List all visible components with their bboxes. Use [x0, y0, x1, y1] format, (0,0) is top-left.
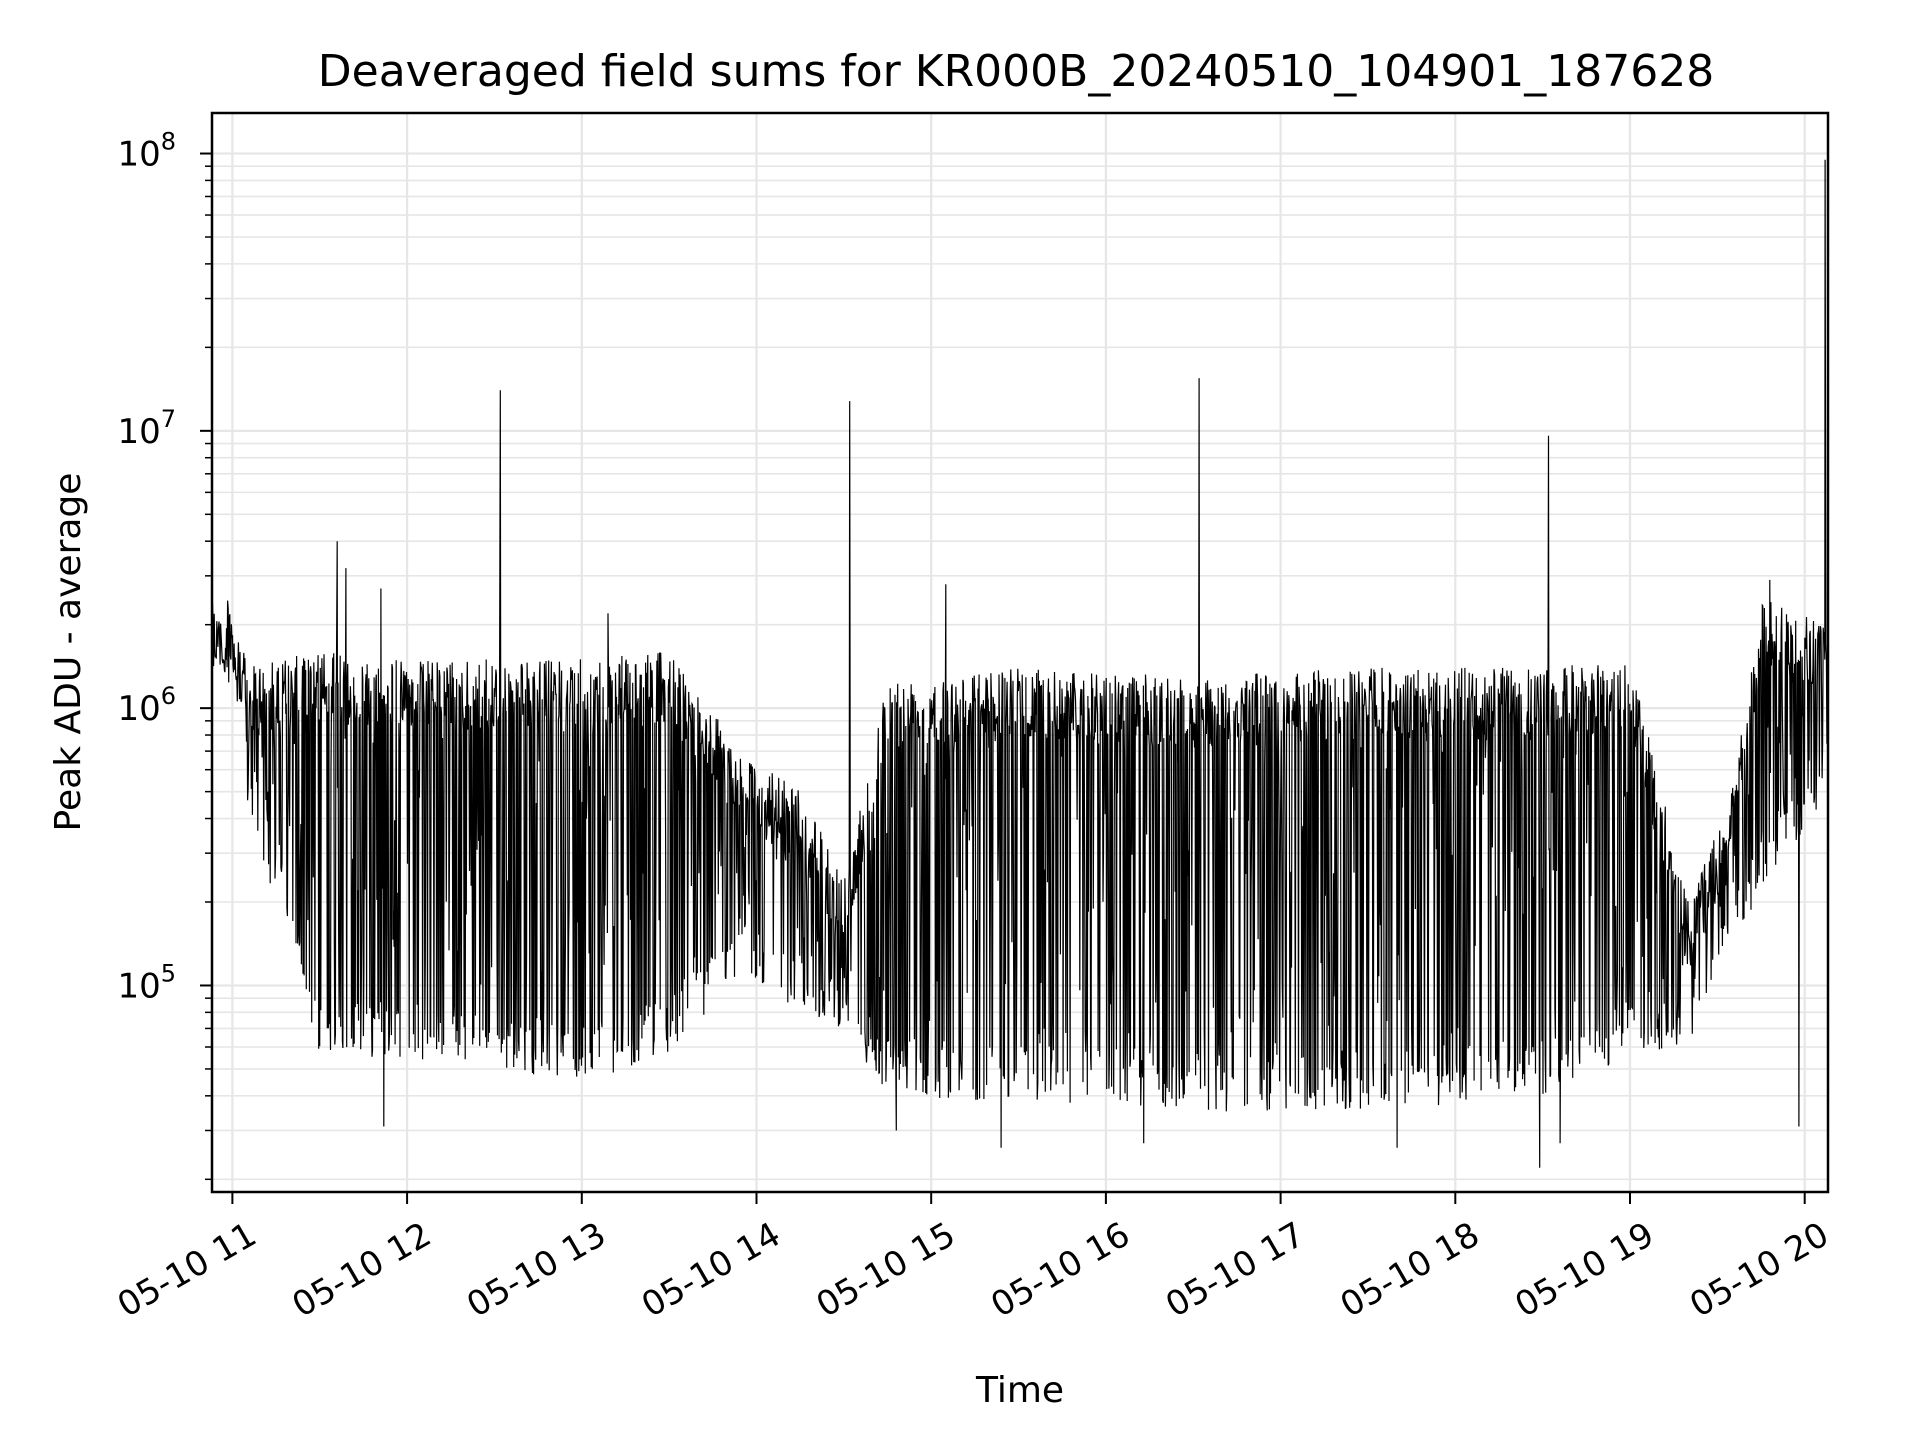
y-tick-label: 107 — [117, 405, 176, 452]
series-line — [211, 159, 1829, 1168]
x-axis-label: Time — [975, 1370, 1064, 1411]
y-axis-label: Peak ADU - average — [48, 473, 89, 832]
plot-frame — [210, 111, 1830, 1194]
data-series — [211, 159, 1829, 1168]
chart-title: Deaveraged field sums for KR000B_2024051… — [318, 46, 1714, 97]
